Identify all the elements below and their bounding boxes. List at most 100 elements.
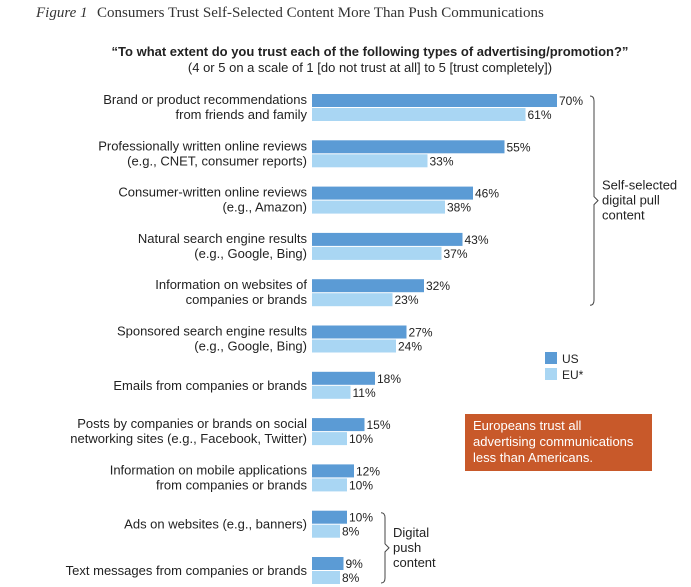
category-label: Emails from companies or brands [113, 378, 307, 393]
value-label-eu: 10% [349, 478, 373, 492]
bar-group: 70% 61% [312, 94, 583, 122]
bar-eu [312, 385, 351, 399]
callout-background [465, 414, 652, 471]
bar-eu [312, 432, 347, 446]
bar-group: 9%8% [312, 557, 363, 585]
bracket-label: content [393, 555, 436, 570]
bar-us [312, 557, 344, 570]
bracket-line [589, 95, 599, 306]
legend-label: EU* [562, 368, 584, 382]
bar-us [312, 186, 473, 200]
bar-eu [312, 246, 442, 260]
category-label-line: Brand or product recommendations [103, 92, 307, 107]
bar-us [312, 371, 375, 385]
category-label-line: Sponsored search engine results [117, 324, 308, 339]
survey-question: “To what extent do you trust each of the… [112, 44, 629, 59]
bracket-label: content [602, 208, 645, 223]
value-label-eu: 33% [430, 154, 454, 168]
category-label-line: Ads on websites (e.g., banners) [124, 517, 307, 532]
category-label-line: companies or brands [186, 292, 308, 307]
bar-group: 15%10% [312, 418, 391, 446]
value-label-eu: 11% [353, 386, 376, 400]
bar-us [312, 464, 354, 478]
figure-title: Consumers Trust Self-Selected Content Mo… [97, 5, 544, 21]
value-label-us: 18% [377, 372, 401, 386]
bracket-line [380, 512, 390, 584]
legend-swatch [545, 368, 557, 380]
bar-group: 27%24% [312, 325, 433, 354]
category-label: Sponsored search engine results (e.g., Go… [117, 324, 308, 354]
category-label: Professionally written online reviews (e.… [98, 138, 307, 168]
bar-eu [312, 200, 445, 214]
bracket-label: Digital [393, 525, 429, 540]
bar-group: 10%8% [312, 510, 373, 539]
value-label-eu: 8% [342, 571, 360, 585]
category-label: Natural search engine results (e.g., Goog… [138, 231, 308, 261]
category-label: Information on websites of companies or b… [155, 277, 307, 307]
category-label: Posts by companies or brands on social ne… [70, 416, 307, 446]
callout-text: Europeans trust all [473, 418, 582, 433]
bars-layer: 70%61%55%33%46%38%43%37%32%23%27%24%18%1… [312, 94, 583, 585]
value-label-us: 15% [367, 418, 391, 432]
bar-group: 18%11% [312, 371, 401, 400]
bracket-label: digital pull [602, 193, 660, 208]
callout-text: less than Americans. [473, 450, 593, 465]
value-label-eu: 37% [444, 247, 468, 261]
legend: US EU* [545, 352, 584, 382]
bar-eu [312, 524, 340, 538]
category-label: Information on mobile applications from c… [110, 462, 308, 492]
value-label-eu: 38% [447, 201, 471, 215]
category-label-line: from companies or brands [156, 477, 308, 492]
value-label-us: 32% [426, 279, 450, 293]
bar-us [312, 140, 505, 154]
bar-us [312, 94, 557, 107]
category-label-line: (e.g., Google, Bing) [194, 246, 307, 261]
category-label-line: Information on mobile applications [110, 462, 308, 477]
category-label-line: Emails from companies or brands [113, 378, 307, 393]
category-label: Text messages from companies or brands [66, 563, 308, 578]
category-label: Ads on websites (e.g., banners) [124, 517, 307, 532]
category-labels: Brand or product recommendations from fri… [66, 92, 308, 578]
category-label-line: Professionally written online reviews [98, 138, 307, 153]
value-label-us: 55% [507, 140, 531, 154]
scale-note: (4 or 5 on a scale of 1 [do not trust at… [188, 60, 552, 75]
value-label-eu: 23% [395, 293, 419, 307]
value-label-eu: 24% [398, 340, 422, 354]
legend-swatch [545, 352, 557, 364]
bar-us [312, 232, 463, 246]
bar-us [312, 279, 424, 293]
value-label-us: 43% [465, 233, 489, 247]
category-label: Brand or product recommendations from fri… [103, 92, 307, 122]
category-label-line: from friends and family [176, 107, 308, 122]
category-label-line: networking sites (e.g., Facebook, Twitte… [70, 431, 307, 446]
category-label-line: Consumer-written online reviews [118, 185, 307, 200]
bar-us [312, 510, 347, 524]
bar-eu [312, 293, 393, 307]
category-label-line: (e.g., Amazon) [222, 200, 307, 215]
figure-number: Figure 1 [35, 5, 88, 21]
value-label-us: 70% [559, 94, 583, 108]
category-label-line: Natural search engine results [138, 231, 308, 246]
value-label-us: 10% [349, 511, 373, 525]
bar-us [312, 325, 407, 339]
value-label-us: 27% [409, 326, 433, 340]
value-label-us: 12% [356, 464, 380, 478]
value-label-eu: 10% [349, 432, 373, 446]
bar-us [312, 418, 365, 432]
bracket-label: push [393, 540, 421, 555]
value-label-us: 9% [346, 557, 364, 571]
bar-eu [312, 339, 396, 353]
bar-group: 46% 38% [312, 186, 499, 215]
callout-text: advertising communications [473, 434, 634, 449]
category-label-line: Information on websites of [155, 277, 307, 292]
category-label: Consumer-written online reviews (e.g., Am… [118, 185, 307, 215]
bar-group: 55% 33% [312, 140, 531, 168]
category-label-line: Text messages from companies or brands [66, 563, 308, 578]
bar-eu [312, 571, 340, 584]
value-label-eu: 61% [528, 108, 552, 122]
